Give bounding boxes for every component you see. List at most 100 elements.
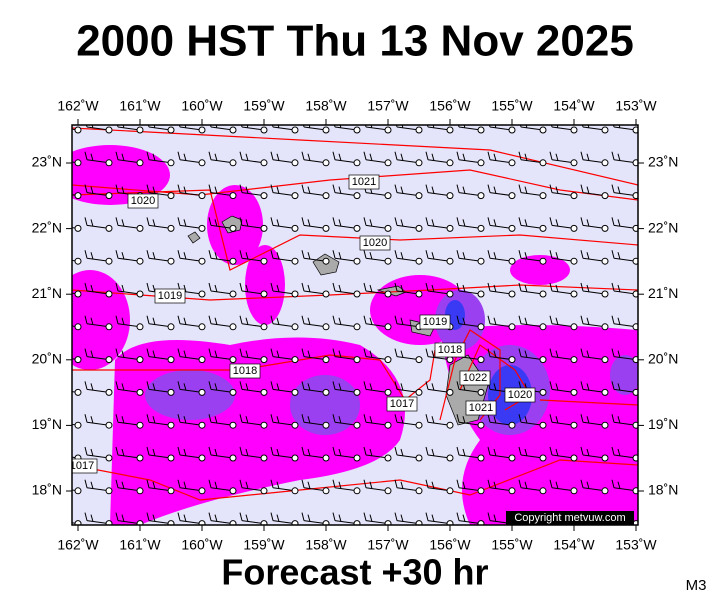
barb [549, 217, 575, 229]
station [601, 487, 609, 495]
station [105, 487, 113, 495]
station [508, 126, 516, 134]
copyright: Copyright metvuw.com [514, 512, 625, 524]
station [415, 159, 423, 167]
station [167, 224, 175, 232]
barb [580, 217, 606, 229]
station [601, 126, 609, 134]
lon-label: 162˚W [57, 98, 99, 114]
station [570, 421, 578, 429]
station [105, 290, 113, 298]
station [632, 224, 638, 232]
isobar-label: 1020 [508, 389, 532, 401]
lat-label: 20˚N [648, 351, 678, 367]
lat-label: 19˚N [32, 416, 62, 432]
station [539, 290, 547, 298]
lat-label: 22˚N [32, 219, 62, 235]
barb [580, 184, 606, 197]
station [446, 290, 454, 298]
station [322, 290, 330, 298]
lat-label: 18˚N [648, 482, 678, 498]
station [601, 421, 609, 429]
barb [363, 151, 389, 164]
station [601, 257, 609, 265]
station [477, 126, 485, 134]
barb [239, 512, 265, 525]
station [198, 257, 206, 265]
barb [301, 348, 327, 361]
station [291, 487, 299, 495]
station [105, 323, 113, 331]
isobar-label-box [229, 363, 261, 379]
barb [425, 348, 451, 361]
station [508, 290, 516, 298]
station [229, 192, 237, 200]
station [291, 388, 299, 396]
station [508, 224, 516, 232]
station [570, 192, 578, 200]
station [198, 323, 206, 331]
station [446, 159, 454, 167]
barb [270, 282, 296, 295]
barb [611, 479, 637, 492]
isobar-label-box [434, 342, 466, 358]
station [105, 454, 113, 462]
station [415, 520, 423, 525]
station [508, 356, 516, 364]
station [105, 126, 113, 134]
barb [363, 479, 389, 492]
barb [146, 414, 172, 426]
lon-label: 159˚W [243, 537, 285, 553]
barb [84, 250, 110, 262]
barb [549, 151, 575, 164]
station [353, 454, 361, 462]
station [632, 126, 638, 134]
station [74, 126, 82, 134]
barb [84, 414, 110, 426]
barb [549, 184, 575, 197]
lon-label: 158˚W [305, 98, 347, 114]
station [384, 487, 392, 495]
station [291, 421, 299, 429]
barb [239, 414, 265, 426]
station [632, 421, 638, 429]
barb [456, 479, 482, 492]
station [508, 487, 516, 495]
barb [72, 358, 79, 361]
station [508, 159, 516, 167]
station [322, 520, 330, 525]
barb [332, 479, 358, 492]
station [198, 356, 206, 364]
station [415, 421, 423, 429]
station [136, 388, 144, 396]
barb [301, 381, 327, 393]
station [570, 224, 578, 232]
station [74, 421, 82, 429]
barb [239, 446, 265, 459]
station [198, 421, 206, 429]
barb [487, 151, 513, 164]
station [601, 159, 609, 167]
model-label: M3 [686, 577, 707, 594]
barb [394, 512, 420, 525]
station [167, 126, 175, 134]
barb [518, 184, 544, 197]
barb [518, 348, 544, 361]
lat-label: 21˚N [32, 285, 62, 301]
station [632, 323, 638, 331]
station [384, 520, 392, 525]
barb [146, 381, 172, 393]
barb [301, 315, 327, 328]
station [322, 421, 330, 429]
station [632, 192, 638, 200]
barb [301, 151, 327, 164]
station [136, 224, 144, 232]
barb [611, 184, 637, 197]
barb [394, 250, 420, 262]
barb [549, 250, 575, 262]
station [415, 356, 423, 364]
barb [487, 348, 513, 361]
lon-label: 159˚W [243, 98, 285, 114]
barb [301, 282, 327, 295]
station [384, 356, 392, 364]
